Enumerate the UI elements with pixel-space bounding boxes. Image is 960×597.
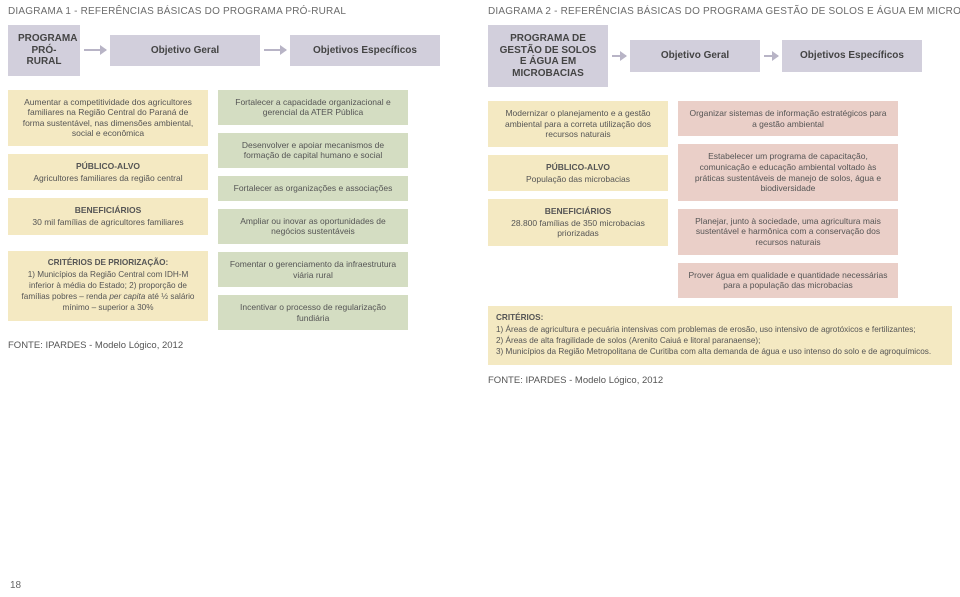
d1-source: FONTE: IPARDES - Modelo Lógico, 2012 xyxy=(8,340,472,351)
d1-benef-body: 30 mil famílias de agricultores familiar… xyxy=(32,217,183,227)
d2-publico-body: População das microbacias xyxy=(526,174,630,184)
d1-benef-head: BENEFICIÁRIOS xyxy=(16,205,200,216)
d2-esp-3: Planejar, junto à sociedade, uma agricul… xyxy=(678,209,898,255)
d1-publico-head: PÚBLICO-ALVO xyxy=(16,161,200,172)
d2-right-col: Organizar sistemas de informação estraté… xyxy=(678,101,898,298)
d2-crit-head: CRITÉRIOS: xyxy=(496,312,944,323)
diagram1-top-row: PROGRAMA PRÓ-RURAL Objetivo Geral Objeti… xyxy=(8,25,472,76)
arrow-icon xyxy=(612,55,626,57)
d2-esp-2: Estabelecer um programa de capacitação, … xyxy=(678,144,898,201)
arrow-icon xyxy=(264,49,286,51)
d2-objetivo-geral-box: Modernizar o planejamento e a gestão amb… xyxy=(488,101,668,147)
d1-publico-alvo-box: PÚBLICO-ALVO Agricultores familiares da … xyxy=(8,154,208,190)
diagram1-title: DIAGRAMA 1 - REFERÊNCIAS BÁSICAS DO PROG… xyxy=(8,6,472,17)
d1-publico-body: Agricultores familiares da região centra… xyxy=(33,173,182,183)
d2-benef-head: BENEFICIÁRIOS xyxy=(496,206,660,217)
d1-objetivo-geral-box: Aumentar a competitividade dos agriculto… xyxy=(8,90,208,147)
d2-top-box-programa: PROGRAMA DE GESTÃO DE SOLOS E ÁGUA EM MI… xyxy=(488,25,608,87)
d1-esp-4: Ampliar ou inovar as oportunidades de ne… xyxy=(218,209,408,244)
d1-right-col: Fortalecer a capacidade organizacional e… xyxy=(218,90,408,331)
d2-columns: Modernizar o planejamento e a gestão amb… xyxy=(488,101,952,298)
page-number: 18 xyxy=(10,580,21,591)
d2-crit-body: 1) Áreas de agricultura e pecuária inten… xyxy=(496,325,931,356)
d1-criterios-box: CRITÉRIOS DE PRIORIZAÇÃO: 1) Municípios … xyxy=(8,251,208,321)
d2-top-box-objetivo-geral: Objetivo Geral xyxy=(630,40,760,72)
d2-criterios-box: CRITÉRIOS: 1) Áreas de agricultura e pec… xyxy=(488,306,952,365)
d1-top-box-objetivos-especificos: Objetivos Específicos xyxy=(290,35,440,67)
d2-beneficiarios-box: BENEFICIÁRIOS 28.800 famílias de 350 mic… xyxy=(488,199,668,246)
d2-top-box-objetivos-especificos: Objetivos Específicos xyxy=(782,40,922,72)
arrow-icon xyxy=(84,49,106,51)
d2-esp-1: Organizar sistemas de informação estraté… xyxy=(678,101,898,136)
diagram2-title: DIAGRAMA 2 - REFERÊNCIAS BÁSICAS DO PROG… xyxy=(488,6,952,17)
d1-esp-2: Desenvolver e apoiar mecanismos de forma… xyxy=(218,133,408,168)
arrow-icon xyxy=(764,55,778,57)
d2-publico-alvo-box: PÚBLICO-ALVO População das microbacias xyxy=(488,155,668,191)
d1-esp-3: Fortalecer as organizações e associações xyxy=(218,176,408,201)
d1-top-box-objetivo-geral: Objetivo Geral xyxy=(110,35,260,67)
d2-mid-col: Modernizar o planejamento e a gestão amb… xyxy=(488,101,668,298)
d1-beneficiarios-box: BENEFICIÁRIOS 30 mil famílias de agricul… xyxy=(8,198,208,234)
d1-columns: Aumentar a competitividade dos agriculto… xyxy=(8,90,472,331)
d2-benef-body: 28.800 famílias de 350 microbacias prior… xyxy=(511,218,645,239)
d1-crit-italic: per capita xyxy=(109,292,145,301)
d1-left-col: Aumentar a competitividade dos agriculto… xyxy=(8,90,208,331)
d1-esp-1: Fortalecer a capacidade organizacional e… xyxy=(218,90,408,125)
page: DIAGRAMA 1 - REFERÊNCIAS BÁSICAS DO PROG… xyxy=(0,0,960,597)
d1-esp-5: Fomentar o gerenciamento da infraestrutu… xyxy=(218,252,408,287)
d2-esp-4: Prover água em qualidade e quantidade ne… xyxy=(678,263,898,298)
diagram2-panel: DIAGRAMA 2 - REFERÊNCIAS BÁSICAS DO PROG… xyxy=(480,0,960,597)
d2-source: FONTE: IPARDES - Modelo Lógico, 2012 xyxy=(488,375,952,386)
diagram2-top-row: PROGRAMA DE GESTÃO DE SOLOS E ÁGUA EM MI… xyxy=(488,25,952,87)
diagram1-panel: DIAGRAMA 1 - REFERÊNCIAS BÁSICAS DO PROG… xyxy=(0,0,480,597)
d1-top-box-programa: PROGRAMA PRÓ-RURAL xyxy=(8,25,80,76)
d1-esp-6: Incentivar o processo de regularização f… xyxy=(218,295,408,330)
d1-crit-head: CRITÉRIOS DE PRIORIZAÇÃO: xyxy=(16,257,200,268)
d2-publico-head: PÚBLICO-ALVO xyxy=(496,162,660,173)
